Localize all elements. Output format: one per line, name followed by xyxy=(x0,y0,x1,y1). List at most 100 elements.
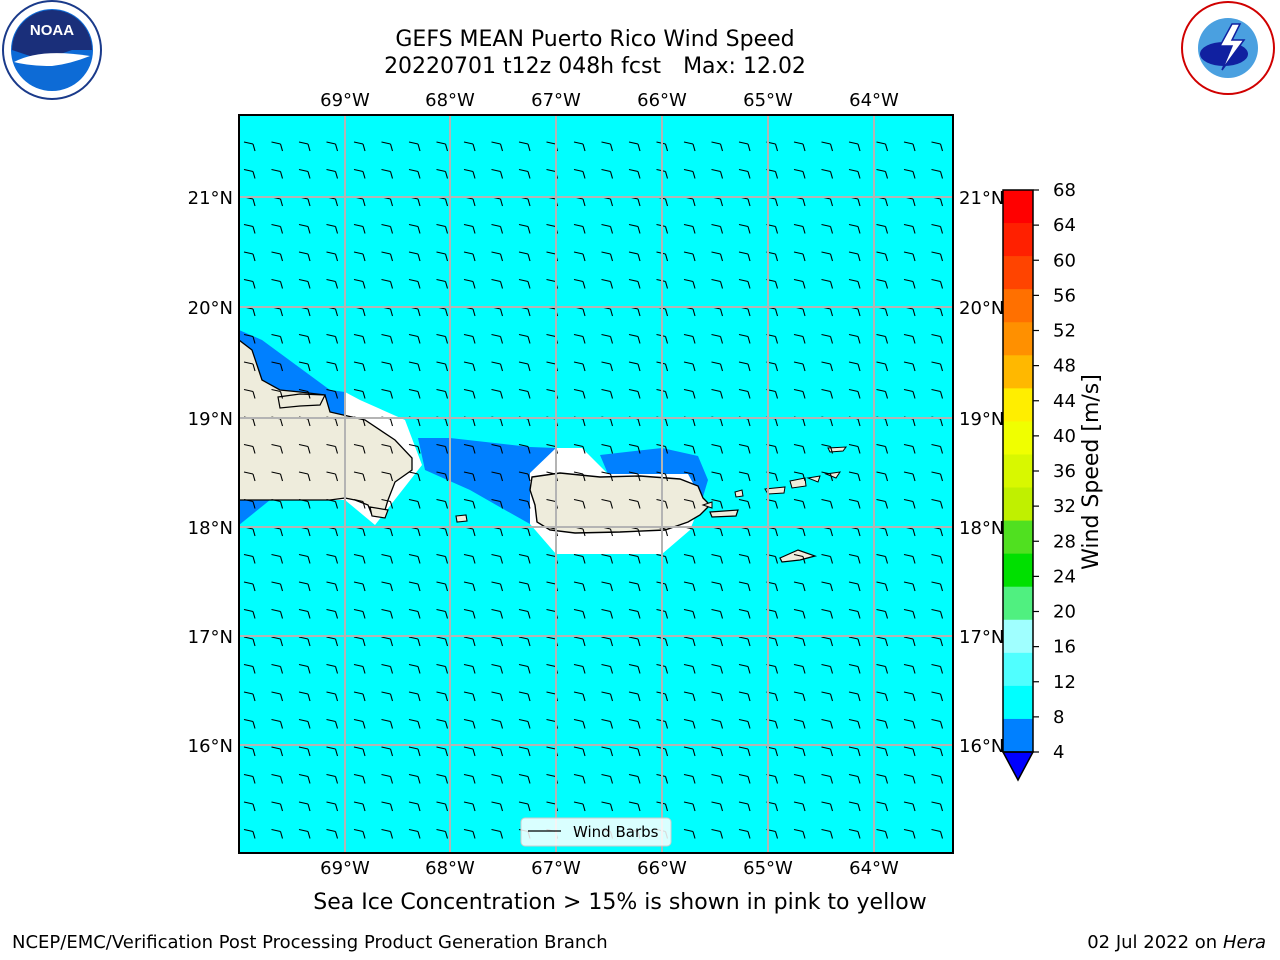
wind-barb xyxy=(326,388,339,399)
wind-barb xyxy=(738,471,751,482)
wind-barb xyxy=(518,773,531,784)
wind-barb xyxy=(408,498,421,509)
lat-labels-right: 21°N 20°N 19°N 18°N 17°N 16°N xyxy=(959,188,1004,757)
wind-barb xyxy=(326,361,339,372)
wind-barb xyxy=(931,361,944,372)
wind-barb xyxy=(628,223,641,234)
lat-label: 21°N xyxy=(959,188,1004,209)
wind-barb xyxy=(903,663,916,674)
mona-island xyxy=(455,514,468,523)
wind-barb xyxy=(601,333,614,344)
wind-barb xyxy=(628,168,641,179)
wind-barb xyxy=(491,828,504,839)
wind-barb xyxy=(326,168,339,179)
wind-barb xyxy=(408,553,421,564)
wind-barb xyxy=(793,636,806,647)
wind-barb xyxy=(738,636,751,647)
wind-barb xyxy=(628,333,641,344)
wind-barb xyxy=(408,443,421,454)
wind-barb xyxy=(931,581,944,592)
wind-barb xyxy=(381,636,394,647)
wind-barb xyxy=(491,223,504,234)
wind-barb xyxy=(903,691,916,702)
lon-label: 66°W xyxy=(637,858,687,879)
wind-barb xyxy=(711,553,724,564)
wind-barb xyxy=(353,828,366,839)
wind-barb xyxy=(712,857,723,866)
wind-barb xyxy=(408,333,421,344)
wind-barb xyxy=(628,663,641,674)
wind-barb xyxy=(738,443,751,454)
isla-saona xyxy=(369,506,389,519)
wind-barb xyxy=(711,746,724,757)
wind-barb xyxy=(353,636,366,647)
wind-barb xyxy=(298,553,311,564)
wind-barb xyxy=(931,553,944,564)
wind-barb xyxy=(271,168,284,179)
virgin-island xyxy=(806,475,821,483)
colorbar-tick-label: 24 xyxy=(1053,566,1076,587)
wind-barb xyxy=(463,443,476,454)
wind-barb xyxy=(573,388,586,399)
wind-barb xyxy=(298,223,311,234)
wind-barb xyxy=(793,828,806,839)
wind-barb xyxy=(683,361,696,372)
wind-barb xyxy=(821,801,834,812)
wind-barb xyxy=(491,251,504,262)
colorbar-tick-label: 36 xyxy=(1053,461,1076,482)
wind-barb xyxy=(353,663,366,674)
wind-barb xyxy=(738,663,751,674)
wind-barb xyxy=(271,773,284,784)
wind-barb xyxy=(243,663,256,674)
wind-barb xyxy=(573,746,586,757)
wind-barb xyxy=(903,223,916,234)
wind-barb xyxy=(876,636,889,647)
wind-barb xyxy=(821,773,834,784)
wind-barb xyxy=(683,773,696,784)
wind-barb xyxy=(271,801,284,812)
wind-barb xyxy=(463,773,476,784)
wind-barb xyxy=(243,718,256,729)
wind-barb xyxy=(271,333,284,344)
colorbar-segment xyxy=(1003,421,1033,455)
colorbar-segment xyxy=(1003,322,1033,356)
wind-barb xyxy=(711,691,724,702)
wind-barb xyxy=(601,746,614,757)
wind-barb xyxy=(326,498,339,509)
wind-barb xyxy=(793,278,806,289)
colorbar-segment xyxy=(1003,454,1033,489)
wind-barb xyxy=(793,361,806,372)
wind-barb xyxy=(848,141,861,152)
wind-barb xyxy=(271,443,284,454)
wind-barb xyxy=(409,857,420,866)
wind-barb xyxy=(793,443,806,454)
wind-barb xyxy=(628,443,641,454)
wind-barb xyxy=(848,553,861,564)
wind-barb xyxy=(738,168,751,179)
wind-barb xyxy=(353,333,366,344)
map-frame xyxy=(238,114,954,854)
wind-barb xyxy=(793,773,806,784)
wind-barb xyxy=(491,278,504,289)
wind-barb xyxy=(903,168,916,179)
wind-barb xyxy=(298,663,311,674)
wind-barb xyxy=(931,251,944,262)
wind-barb xyxy=(436,388,449,399)
wind-barb xyxy=(518,636,531,647)
wind-barb xyxy=(683,581,696,592)
wind-barb xyxy=(353,141,366,152)
wind-barb xyxy=(601,141,614,152)
wind-barb xyxy=(931,636,944,647)
wind-barb xyxy=(436,361,449,372)
wind-barb xyxy=(628,498,641,509)
wind-barb xyxy=(711,773,724,784)
wind-barb xyxy=(381,691,394,702)
wind-barb xyxy=(326,553,339,564)
colorbar-segment xyxy=(1003,520,1033,555)
wind-barb xyxy=(298,773,311,784)
wind-barb xyxy=(243,801,256,812)
wind-barb xyxy=(436,498,449,509)
wind-barb xyxy=(573,608,586,619)
wind-barb xyxy=(793,333,806,344)
wind-barb xyxy=(353,278,366,289)
